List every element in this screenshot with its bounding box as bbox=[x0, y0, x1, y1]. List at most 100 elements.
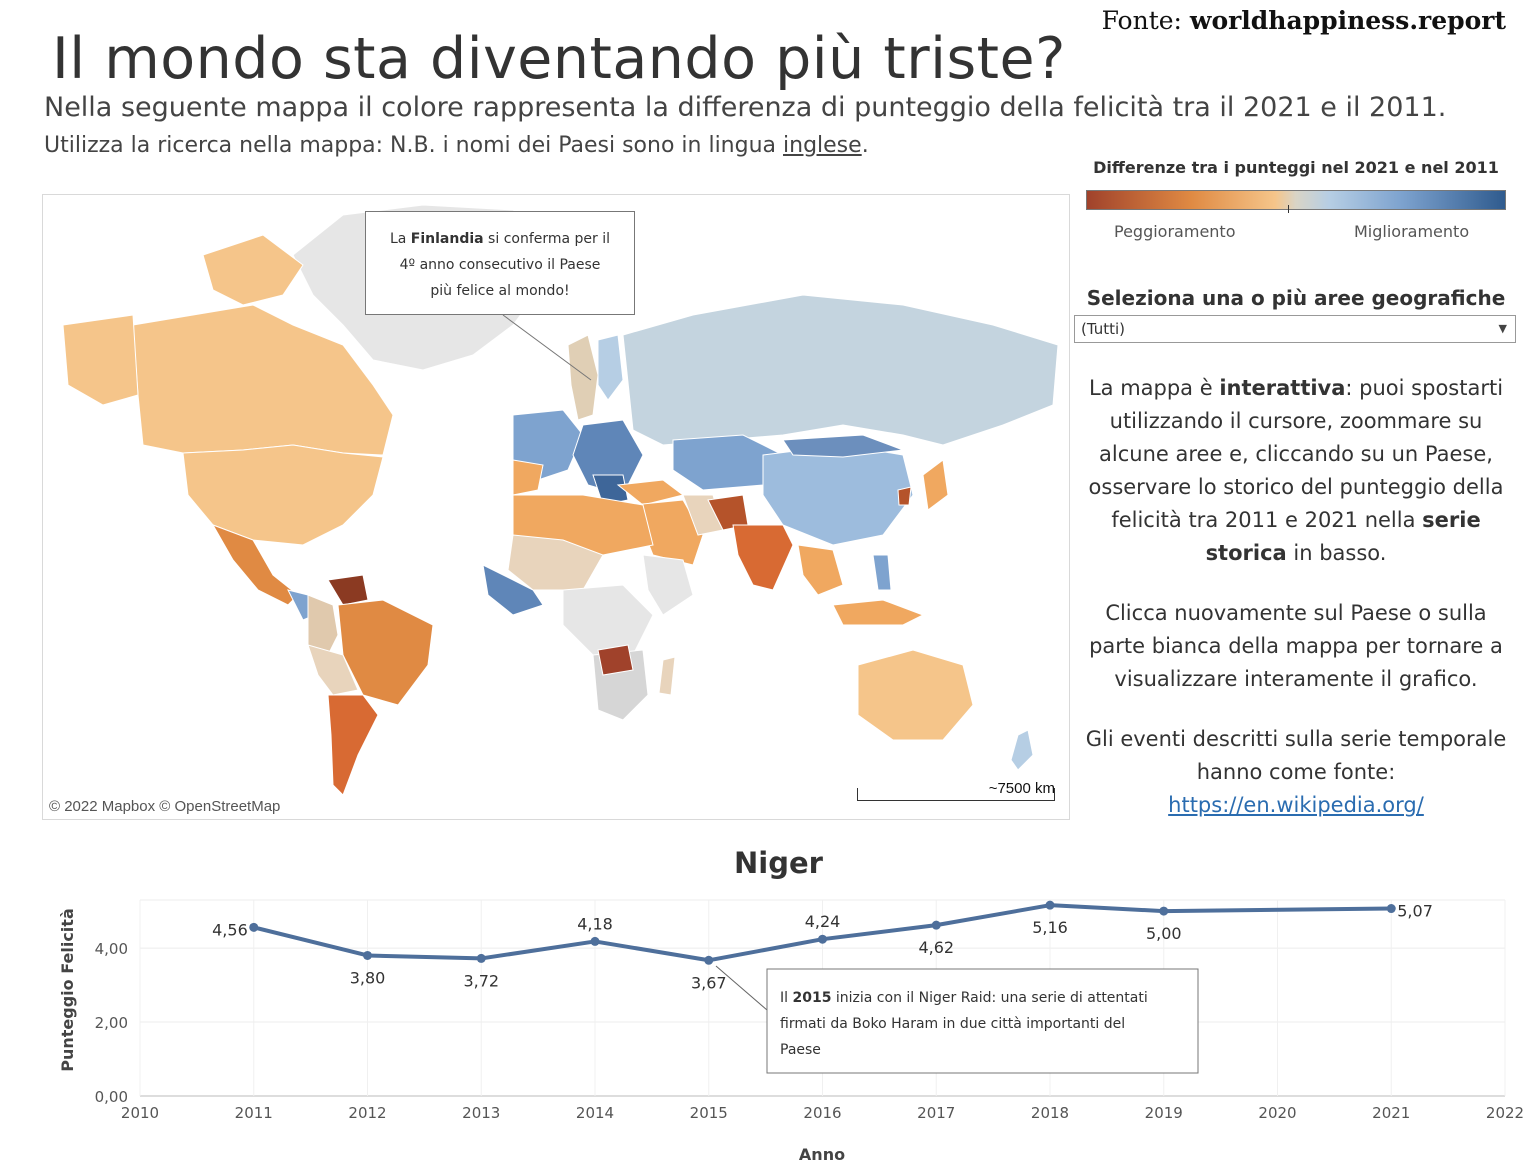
annotation-box bbox=[766, 968, 1199, 1074]
data-point[interactable] bbox=[1386, 904, 1396, 914]
chevron-down-icon: ▼ bbox=[1498, 322, 1507, 335]
map-region-argentina[interactable] bbox=[327, 694, 379, 796]
map-region-korea[interactable] bbox=[897, 486, 912, 506]
data-label: 3,67 bbox=[691, 973, 727, 992]
data-point[interactable] bbox=[931, 920, 941, 930]
map-region-iberia[interactable] bbox=[512, 459, 544, 496]
world-map-canvas[interactable] bbox=[43, 195, 1069, 819]
map-region-japan[interactable] bbox=[922, 459, 949, 511]
x-tick-label: 2018 bbox=[1031, 1104, 1069, 1122]
data-point[interactable] bbox=[1045, 900, 1055, 910]
series-line[interactable] bbox=[253, 903, 1392, 963]
legend-title: Differenze tra i punteggi nel 2021 e nel… bbox=[1093, 158, 1499, 177]
map-region-east-africa[interactable] bbox=[642, 554, 694, 616]
data-point[interactable] bbox=[704, 955, 714, 965]
events-source-label: Gli eventi descritti sulla serie tempora… bbox=[1085, 727, 1507, 784]
map-region-mongolia[interactable] bbox=[782, 434, 904, 458]
annotation-pointer bbox=[715, 965, 768, 1011]
events-source-text: Gli eventi descritti sulla serie tempora… bbox=[1076, 723, 1516, 822]
x-tick-label: 2022 bbox=[1486, 1104, 1524, 1122]
callout-bold: Finlandia bbox=[410, 231, 484, 247]
map-region-zimbabwe[interactable] bbox=[597, 644, 634, 676]
map-region-australia[interactable] bbox=[857, 649, 974, 741]
map-region-canada[interactable] bbox=[132, 304, 394, 456]
x-tick-label: 2019 bbox=[1145, 1104, 1183, 1122]
x-tick-label: 2016 bbox=[803, 1104, 841, 1122]
finland-callout-line1: La Finlandia si conferma per il bbox=[366, 226, 634, 252]
map-region-balkans[interactable] bbox=[592, 474, 629, 506]
map-region-canada-islands[interactable] bbox=[202, 234, 304, 306]
data-point[interactable] bbox=[249, 922, 259, 932]
annotation-bold: 2015 bbox=[792, 990, 831, 1006]
wikipedia-link[interactable]: https://en.wikipedia.org/ bbox=[1168, 793, 1424, 817]
y-axis-ticks: 0,00 2,00 4,00 bbox=[95, 940, 128, 1106]
annotation-pre: Il bbox=[780, 990, 792, 1006]
callout-line1-rest: si conferma per il bbox=[483, 231, 611, 247]
map-region-india[interactable] bbox=[732, 524, 794, 591]
map-region-madagascar[interactable] bbox=[658, 656, 676, 696]
y-tick-label: 0,00 bbox=[95, 1088, 128, 1106]
x-tick-label: 2020 bbox=[1258, 1104, 1296, 1122]
map-region-central-africa[interactable] bbox=[562, 584, 654, 656]
map-region-finland[interactable] bbox=[597, 334, 624, 401]
data-point[interactable] bbox=[476, 953, 486, 963]
finland-callout-line2: 4º anno consecutivo il Paese bbox=[399, 257, 601, 273]
y-tick-label: 4,00 bbox=[95, 940, 128, 958]
annotation-line2: firmati da Boko Haram in due città impor… bbox=[780, 1016, 1125, 1032]
map-region-indonesia[interactable] bbox=[832, 599, 925, 626]
y-axis-label: Punteggio Felicità bbox=[58, 908, 77, 1071]
x-tick-label: 2010 bbox=[121, 1104, 159, 1122]
x-tick-label: 2015 bbox=[690, 1104, 728, 1122]
map-region-peru-bolivia[interactable] bbox=[307, 644, 359, 696]
x-tick-label: 2021 bbox=[1372, 1104, 1410, 1122]
page-title: Il mondo sta diventando più triste? bbox=[52, 26, 1066, 92]
source-credit: Fonte: worldhappiness.report bbox=[1102, 6, 1506, 35]
x-tick-label: 2017 bbox=[917, 1104, 955, 1122]
legend-zero-tick bbox=[1288, 205, 1289, 213]
finland-callout-line3: più felice al mondo! bbox=[430, 283, 570, 299]
map-region-usa[interactable] bbox=[182, 444, 384, 546]
region-filter-label: Seleziona una o più aree geografiche bbox=[1086, 286, 1506, 310]
chart-grid bbox=[139, 899, 1506, 1097]
time-series-chart[interactable]: 0,002,004,00 2010 2011 2012 2013 2014 2015 201… bbox=[0, 880, 1536, 1172]
source-site: worldhappiness.report bbox=[1189, 6, 1506, 35]
map-region-venezuela[interactable] bbox=[327, 574, 369, 606]
x-axis-label: Anno bbox=[799, 1145, 845, 1164]
data-point[interactable] bbox=[1159, 906, 1169, 916]
map-region-philippines[interactable] bbox=[872, 554, 892, 591]
annotation-line3: Paese bbox=[780, 1042, 821, 1058]
region-filter-dropdown[interactable]: (Tutti) ▼ bbox=[1074, 315, 1516, 343]
map-attribution[interactable]: © 2022 Mapbox © OpenStreetMap bbox=[49, 798, 281, 815]
instructions-text: Utilizza la ricerca nella mappa: N.B. i … bbox=[44, 133, 784, 158]
chart-title: Niger bbox=[734, 846, 823, 880]
map-region-russia[interactable] bbox=[622, 294, 1059, 446]
data-label: 4,18 bbox=[577, 914, 613, 933]
x-tick-label: 2014 bbox=[576, 1104, 614, 1122]
x-axis-ticks: 2010 2011 2012 2013 2014 2015 2016 2017 2018 2019… bbox=[121, 1104, 1524, 1122]
annotation-line1-rest: inizia con il Niger Raid: una serie di a… bbox=[831, 990, 1147, 1006]
map-help-text: La mappa è interattiva: puoi spostarti u… bbox=[1076, 372, 1516, 570]
map-instructions: Utilizza la ricerca nella mappa: N.B. i … bbox=[44, 133, 869, 158]
data-label: 3,72 bbox=[463, 971, 499, 990]
data-point[interactable] bbox=[818, 934, 827, 944]
data-label: 5,07 bbox=[1397, 902, 1433, 921]
help-text-c: : puoi spostarti utilizzando il cursore,… bbox=[1088, 376, 1504, 532]
chart-series[interactable]: 4,56 3,80 3,72 4,18 3,67 4,24 4,62 5,16 5,00 5,07 bbox=[212, 900, 1433, 993]
world-map[interactable]: La Finlandia si conferma per il 4º anno … bbox=[42, 194, 1070, 820]
data-label: 4,24 bbox=[805, 912, 841, 931]
data-label: 4,56 bbox=[212, 920, 248, 939]
legend-right-label: Miglioramento bbox=[1354, 222, 1470, 241]
x-tick-label: 2012 bbox=[348, 1104, 386, 1122]
instructions-underlined: inglese bbox=[783, 133, 862, 158]
map-region-new-zealand[interactable] bbox=[1010, 729, 1034, 771]
map-region-middle-east[interactable] bbox=[632, 499, 704, 566]
map-region-se-asia[interactable] bbox=[797, 544, 844, 596]
chart-annotation: Il 2015 inizia con il Niger Raid: una se… bbox=[715, 965, 1199, 1074]
map-region-west-africa[interactable] bbox=[482, 564, 544, 616]
data-point[interactable] bbox=[363, 950, 372, 960]
x-tick-label: 2011 bbox=[235, 1104, 273, 1122]
map-region-scandinavia[interactable] bbox=[567, 334, 599, 421]
map-region-alaska[interactable] bbox=[62, 314, 139, 406]
legend-color-bar bbox=[1086, 190, 1506, 210]
data-point[interactable] bbox=[590, 936, 600, 946]
